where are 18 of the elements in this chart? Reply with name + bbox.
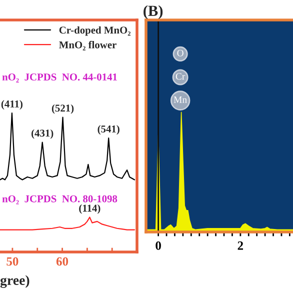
x-tick-label: 60 — [56, 257, 68, 266]
legend-label: MnO₂ flower — [59, 40, 116, 50]
annotation: nO₂ JCPDS NO. 80-1098 — [2, 195, 118, 204]
text: Mn — [174, 96, 187, 103]
x-tick-label: 2 — [238, 241, 244, 250]
x-tick-label: 50 — [6, 257, 18, 266]
annotation: (114) — [79, 204, 100, 214]
annotation: (431) — [32, 129, 54, 139]
annotation: (541) — [98, 125, 120, 135]
legend-label: Cr-doped MnO₂ — [59, 26, 130, 36]
x-axis-title: gree) — [0, 275, 30, 288]
text: nO₂ JCPDS NO. 44-0141 — [2, 73, 117, 82]
text: O — [177, 50, 184, 56]
chart-title: (B) — [144, 5, 163, 20]
x-tick-label: 0 — [156, 241, 161, 250]
text: Cr — [176, 73, 186, 80]
annotation: (411) — [1, 100, 22, 110]
annotation: (521) — [52, 104, 74, 114]
